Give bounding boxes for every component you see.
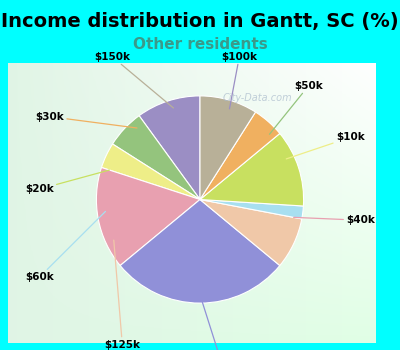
- Text: $150k: $150k: [94, 51, 174, 108]
- Wedge shape: [112, 116, 200, 200]
- Text: $125k: $125k: [104, 240, 140, 350]
- Text: $60k: $60k: [25, 211, 106, 282]
- Text: $20k: $20k: [25, 170, 109, 194]
- Text: $50k: $50k: [270, 80, 323, 134]
- Wedge shape: [96, 168, 200, 266]
- Wedge shape: [102, 144, 200, 200]
- Text: $75k: $75k: [200, 295, 235, 350]
- Wedge shape: [120, 199, 280, 303]
- Wedge shape: [200, 112, 280, 200]
- Wedge shape: [139, 96, 200, 200]
- Text: $10k: $10k: [286, 132, 364, 159]
- Wedge shape: [200, 199, 303, 219]
- Wedge shape: [200, 133, 304, 206]
- Text: City-Data.com: City-Data.com: [222, 93, 292, 103]
- Text: $100k: $100k: [221, 51, 257, 109]
- Wedge shape: [200, 96, 256, 200]
- Wedge shape: [200, 199, 302, 266]
- Text: Other residents: Other residents: [133, 37, 267, 52]
- Text: $30k: $30k: [36, 112, 137, 128]
- Text: $40k: $40k: [294, 215, 375, 225]
- Text: Income distribution in Gantt, SC (%): Income distribution in Gantt, SC (%): [1, 12, 399, 31]
